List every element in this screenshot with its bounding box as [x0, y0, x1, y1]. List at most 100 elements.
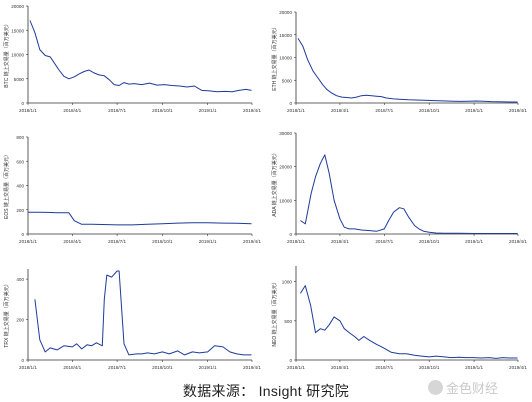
chart-panel-2: 0 5000 10000 15000 20000 2018/1/1 2018/4/1 2018… [271, 10, 527, 113]
source-note: 数据来源： Insight 研究院 [182, 383, 350, 399]
data-point [502, 233, 503, 234]
data-point [224, 91, 225, 92]
x-tick-label: 2018/1/1 [19, 239, 37, 244]
data-point [511, 101, 512, 102]
data-point [194, 85, 195, 86]
x-tick-label: 2018/10/1 [152, 108, 173, 113]
data-point [311, 193, 312, 194]
x-tick-label: 2018/1/1 [287, 365, 305, 370]
data-point [334, 316, 335, 317]
data-point [111, 277, 112, 278]
data-point [315, 332, 316, 333]
data-point [483, 101, 484, 102]
y-axis-label: BTC 链上交易量（百万美元） [3, 21, 10, 87]
data-point [102, 224, 103, 225]
data-point [429, 232, 430, 233]
data-point [162, 351, 163, 352]
data-point [399, 207, 400, 208]
data-point [421, 356, 422, 357]
data-point [58, 69, 59, 70]
data-point [63, 345, 64, 346]
y-tick-label: 500 [284, 319, 292, 324]
data-point [460, 101, 461, 102]
data-point [423, 231, 424, 232]
x-tick-label: 2018/4/1 [331, 108, 349, 113]
y-tick-label: 0 [21, 232, 24, 237]
chart-panel-5: 0 200 400 2018/1/1 2018/4/1 2018/7/1 2018/10/1… [3, 269, 261, 370]
x-tick-label: 2018/7/1 [375, 365, 393, 370]
data-point [134, 83, 135, 84]
data-point [192, 351, 193, 352]
data-point [147, 352, 148, 353]
data-point [320, 163, 321, 164]
data-point [162, 223, 163, 224]
data-point [376, 231, 377, 232]
data-point [361, 95, 362, 96]
data-point [236, 223, 237, 224]
y-tick-label: 0 [21, 101, 24, 106]
data-point [376, 344, 377, 345]
data-point [119, 85, 120, 86]
data-point [177, 350, 178, 351]
y-tick-label: 5000 [282, 78, 293, 83]
chart-panel-1: 0 5000 10000 15000 20000 2018/1/1 2018/4/1 2018… [3, 4, 261, 113]
data-point [356, 97, 357, 98]
data-point [156, 85, 157, 86]
data-point [123, 343, 124, 344]
data-point [29, 20, 30, 21]
x-tick-label: 2019/1/1 [465, 239, 483, 244]
x-tick-label: 2019/1/1 [199, 365, 217, 370]
data-point [391, 352, 392, 353]
y-tick-label: 0 [21, 358, 24, 363]
data-point [300, 293, 301, 294]
y-tick-label: 400 [16, 277, 24, 282]
data-point [117, 224, 118, 225]
data-point [50, 347, 51, 348]
y-tick-label: 15000 [11, 28, 24, 33]
data-point [339, 320, 340, 321]
y-axis-label: ETH 链上交易量（百万美元） [271, 24, 278, 90]
chart-panel-4: 0 10000 20000 30000 2018/1/1 2018/4/1 2018/7/1… [271, 131, 527, 244]
data-point [297, 38, 298, 39]
data-point [498, 101, 499, 102]
y-tick-label: 600 [16, 159, 24, 164]
x-tick-label: 2018/4/1 [63, 365, 81, 370]
y-tick-label: 0 [289, 232, 292, 237]
y-tick-label: 1000 [282, 280, 293, 285]
data-point [509, 357, 510, 358]
x-tick-label: 2018/7/1 [375, 108, 393, 113]
data-point [251, 223, 252, 224]
data-point [480, 357, 481, 358]
data-point [351, 97, 352, 98]
data-point [184, 354, 185, 355]
data-point [435, 232, 436, 233]
data-point [128, 84, 129, 85]
x-tick-label: 2019/1/1 [199, 239, 217, 244]
data-point [81, 224, 82, 225]
data-point [39, 339, 40, 340]
data-point [192, 222, 193, 223]
x-tick-label: 2019/4/1 [509, 108, 527, 113]
data-point [358, 340, 359, 341]
data-point [334, 200, 335, 201]
data-point [96, 342, 97, 343]
data-point [119, 270, 120, 271]
watermark-text: 金色财经 [446, 381, 499, 396]
data-point [386, 97, 387, 98]
watermark-logo-icon [428, 380, 443, 395]
data-point [50, 56, 51, 57]
data-point [232, 91, 233, 92]
data-point [458, 233, 459, 234]
data-point [320, 328, 321, 329]
x-tick-label: 2019/1/1 [199, 108, 217, 113]
data-point [366, 95, 367, 96]
data-point [465, 357, 466, 358]
data-point [88, 69, 89, 70]
x-tick-label: 2018/7/1 [108, 365, 126, 370]
x-tick-label: 2018/1/1 [287, 108, 305, 113]
data-point [474, 233, 475, 234]
data-point [68, 212, 69, 213]
series-line [34, 270, 252, 356]
data-point [47, 212, 48, 213]
